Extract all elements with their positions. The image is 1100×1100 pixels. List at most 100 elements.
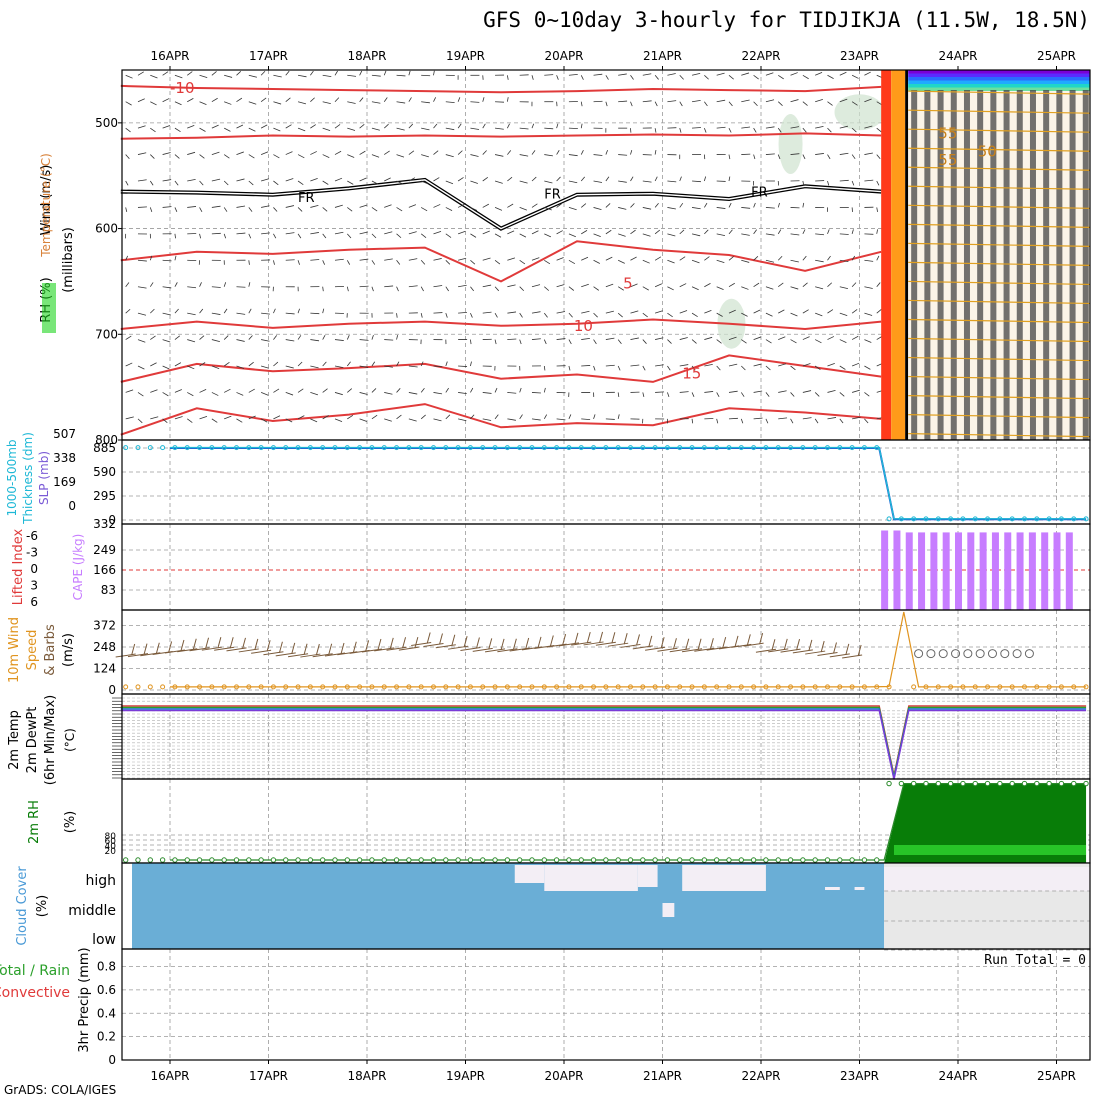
thickness-marker — [406, 445, 412, 451]
wind-speed-marker — [443, 684, 449, 690]
thickness-marker — [1009, 516, 1015, 522]
wind-barb — [704, 309, 712, 314]
wind-speed-marker — [800, 684, 806, 690]
wind-barb — [827, 74, 834, 79]
cape-bar — [1041, 532, 1049, 610]
wind-barb — [421, 154, 429, 158]
rh-marker — [923, 780, 929, 787]
wind-barb — [741, 312, 748, 317]
wind-barb — [211, 418, 218, 423]
wind-barb — [137, 71, 144, 76]
wind-barb — [211, 365, 220, 370]
wind-barb — [322, 286, 324, 292]
wind-barb-flag — [500, 638, 505, 650]
wind-barb — [458, 311, 468, 314]
cloud-layer-label: high — [85, 873, 116, 889]
wind-barb-shaft — [324, 652, 346, 657]
wind-barb — [777, 255, 783, 261]
wind-barb — [371, 180, 379, 185]
wind-barb — [162, 71, 169, 76]
wind-barb — [556, 230, 563, 235]
wind-barb — [125, 207, 128, 212]
wind-speed-marker — [923, 684, 929, 690]
wind-speed-axis-label: Speed — [25, 630, 40, 671]
wind-barb — [384, 365, 393, 368]
thickness-marker — [997, 516, 1003, 522]
run-total-label: Run Total = 0 — [984, 953, 1086, 968]
wind-barb-flag — [808, 639, 813, 652]
date-label-top: 25APR — [1037, 49, 1076, 63]
wind-barb — [703, 127, 707, 133]
wind-barb — [667, 73, 676, 76]
wind-barb — [236, 418, 243, 423]
temp-series-line — [120, 705, 1087, 776]
cape-bar — [1004, 532, 1012, 610]
wind-barb — [507, 203, 514, 208]
wind-barb — [580, 101, 583, 107]
anomaly-contour — [908, 261, 1091, 266]
wind-barb — [827, 229, 830, 235]
anomaly-contour — [908, 356, 1091, 362]
wind-barb — [753, 154, 756, 160]
wind-barb — [396, 180, 404, 185]
wind-barb — [593, 259, 601, 264]
anomaly-rainbow-band — [908, 73, 1090, 77]
wind-barb — [716, 126, 726, 129]
wind-barb — [802, 309, 809, 314]
anomaly-rainbow-band — [908, 84, 1090, 88]
wind-barb — [544, 233, 552, 238]
temperature-contour — [120, 403, 882, 436]
wind-barb — [199, 362, 206, 367]
rh-marker — [701, 857, 708, 863]
wind-barb — [211, 286, 221, 288]
wind-barb — [470, 312, 473, 318]
wind-barb-flag — [254, 638, 259, 651]
wind-barb-flag — [463, 636, 468, 648]
wind-barb — [765, 207, 775, 209]
wind-barb — [728, 390, 738, 393]
rh-marker — [627, 857, 634, 863]
wind-barb — [285, 392, 294, 396]
wind-barb-flag — [525, 637, 530, 650]
wind-barb — [605, 150, 608, 155]
wind-barb — [679, 128, 682, 133]
wind-barb-flag — [192, 638, 197, 650]
wind-barb — [654, 150, 657, 155]
temp-series-line — [120, 709, 1087, 780]
wind-barb — [741, 99, 750, 103]
wind-barb — [359, 97, 364, 102]
wind-barb — [211, 339, 220, 343]
wind-barb — [396, 388, 401, 393]
wind-barb — [248, 207, 253, 212]
wind-barb — [667, 233, 676, 237]
wind-tick-label: 0 — [108, 683, 116, 697]
wind-speed-marker — [406, 684, 412, 690]
wind-barb-shaft — [620, 643, 641, 648]
wind-barb — [581, 310, 590, 314]
wind-barb — [630, 229, 636, 235]
wind-speed-marker — [763, 684, 769, 690]
wind-barb — [334, 339, 344, 341]
wind-barb — [704, 256, 710, 261]
wind-barb — [790, 286, 799, 290]
wind-barb-shaft — [595, 641, 616, 646]
thickness-marker — [664, 445, 670, 451]
wind-barb-shaft — [497, 648, 518, 653]
wind-barb — [322, 415, 329, 420]
wind-barb — [433, 177, 440, 182]
wind-barb — [285, 312, 295, 315]
wind-barb — [347, 74, 357, 77]
wind-barb-shaft — [657, 647, 678, 652]
wind-barb — [605, 310, 614, 314]
thickness-marker — [788, 445, 794, 451]
wind-barb — [851, 180, 855, 186]
wind-barb — [458, 418, 467, 422]
wind-barb — [260, 392, 269, 396]
thickness-marker — [283, 445, 289, 451]
wind-barb — [851, 282, 857, 287]
wind-barb — [876, 229, 878, 234]
rh-marker — [184, 857, 190, 863]
wind-barb — [876, 127, 882, 133]
slp-tick-label: 885 — [93, 441, 116, 455]
wind-barb-flag — [451, 634, 456, 646]
